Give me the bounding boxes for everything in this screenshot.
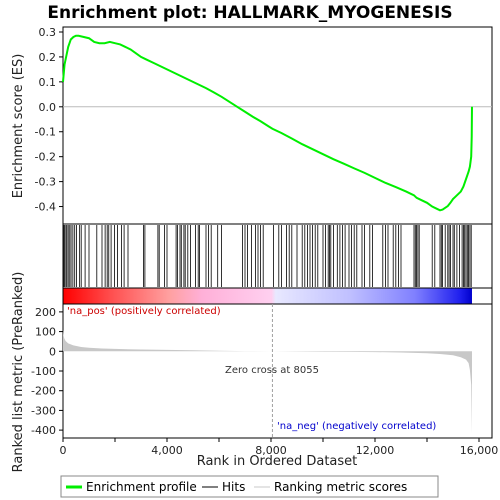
metric-y-tick-label: -100 bbox=[31, 365, 56, 378]
es-y-tick-label: 0.0 bbox=[39, 101, 57, 114]
es-y-tick-label: 0.2 bbox=[39, 51, 57, 64]
es-y-tick-label: -0.4 bbox=[35, 201, 56, 214]
chart-title: Enrichment plot: HALLMARK_MYOGENESIS bbox=[47, 3, 452, 23]
rank-gradient bbox=[63, 288, 472, 304]
hits-panel bbox=[62, 223, 493, 289]
es-line bbox=[62, 34, 473, 212]
metric-y-tick-label: -400 bbox=[31, 424, 56, 437]
x-tick-label: 4,000 bbox=[151, 444, 183, 457]
es-y-ticks: 0.3 0.2 0.1 0.0 -0.1 -0.2 -0.3 -0.4 bbox=[35, 26, 63, 214]
es-y-tick-label: 0.1 bbox=[39, 76, 57, 89]
es-y-tick-label: -0.3 bbox=[35, 176, 56, 189]
metric-panel-frame bbox=[62, 303, 493, 439]
es-y-axis-label: Enrichment score (ES) bbox=[11, 54, 26, 199]
x-axis-label: Rank in Ordered Dataset bbox=[197, 454, 358, 469]
metric-y-tick-label: -200 bbox=[31, 385, 56, 398]
metric-panel: Zero cross at 8055 'na_pos' (positively … bbox=[11, 272, 493, 473]
es-y-tick-label: 0.3 bbox=[39, 26, 57, 39]
x-tick-label: 8,000 bbox=[255, 444, 287, 457]
hit-marks bbox=[63, 225, 472, 287]
metric-y-axis-label: Ranked list metric (PreRanked) bbox=[11, 272, 26, 473]
legend-box bbox=[60, 475, 439, 498]
es-y-tick-label: -0.1 bbox=[35, 126, 56, 139]
legend-metric-label: Ranking metric scores bbox=[274, 480, 407, 494]
legend-hits-label: Hits bbox=[222, 480, 245, 494]
neg-correlated-label: 'na_neg' (negatively correlated) bbox=[277, 421, 436, 432]
x-tick-label: 0 bbox=[60, 444, 67, 457]
x-ticks: 0 4,000 8,000 12,000 16,000 bbox=[60, 438, 499, 457]
zero-cross-label: Zero cross at 8055 bbox=[225, 365, 319, 376]
x-axis: 0 4,000 8,000 12,000 16,000 Rank in Ordered … bbox=[60, 438, 499, 469]
es-panel: 0.3 0.2 0.1 0.0 -0.1 -0.2 -0.3 -0.4 Enrichment … bbox=[11, 26, 493, 225]
x-tick-label: 16,000 bbox=[460, 444, 499, 457]
es-panel-frame bbox=[62, 26, 493, 225]
metric-y-tick-label: 200 bbox=[35, 306, 56, 319]
hits-panel-frame bbox=[62, 223, 493, 289]
metric-y-ticks: 200 100 0 -100 -200 -300 -400 bbox=[31, 306, 63, 437]
pos-correlated-label: 'na_pos' (positively correlated) bbox=[67, 306, 221, 317]
legend-es-label: Enrichment profile bbox=[86, 480, 197, 494]
metric-y-tick-label: 0 bbox=[49, 345, 56, 358]
x-tick-label: 12,000 bbox=[356, 444, 395, 457]
metric-y-tick-label: 100 bbox=[35, 326, 56, 339]
legend: Enrichment profile Hits Ranking metric s… bbox=[60, 475, 439, 498]
metric-y-tick-label: -300 bbox=[31, 404, 56, 417]
es-y-tick-label: -0.2 bbox=[35, 151, 56, 164]
rank-color-bar bbox=[62, 287, 493, 305]
